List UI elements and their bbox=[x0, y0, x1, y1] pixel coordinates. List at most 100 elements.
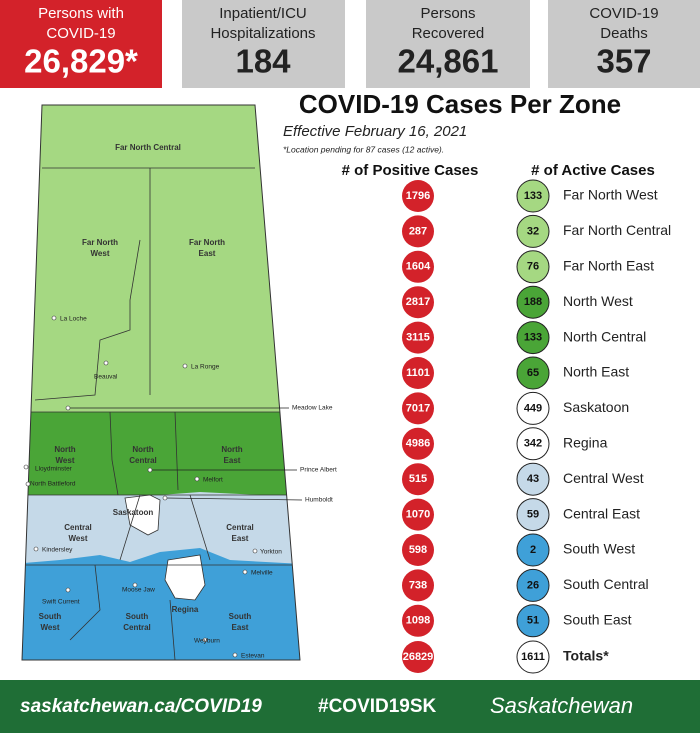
positive-count: 515 bbox=[409, 473, 427, 485]
footer-band bbox=[0, 680, 700, 733]
column-header: # of Active Cases bbox=[531, 162, 655, 179]
zone-label: South bbox=[229, 612, 252, 621]
active-count: 26 bbox=[527, 579, 539, 591]
zone-name: South West bbox=[563, 541, 635, 557]
positive-circle bbox=[402, 250, 434, 283]
zone-label: Regina bbox=[172, 605, 199, 614]
stat-value: 184 bbox=[235, 43, 291, 80]
zone-name: North West bbox=[563, 293, 633, 309]
active-count: 59 bbox=[527, 509, 539, 521]
zone-label: North bbox=[54, 445, 75, 454]
town-label: North Battleford bbox=[30, 481, 76, 488]
positive-circle bbox=[402, 427, 434, 460]
active-circle bbox=[516, 321, 550, 355]
footer-logo: Saskatchewan bbox=[490, 693, 633, 718]
zone-label: Central bbox=[129, 456, 157, 465]
town-dot bbox=[33, 546, 39, 552]
positive-count: 1101 bbox=[406, 367, 430, 379]
positive-count: 287 bbox=[409, 225, 427, 237]
active-count: 133 bbox=[524, 190, 542, 202]
positive-circle bbox=[402, 286, 434, 319]
town-label: Estevan bbox=[241, 653, 265, 660]
town-label: Humboldt bbox=[305, 497, 333, 504]
zone-label: West bbox=[69, 534, 88, 543]
active-circle bbox=[516, 179, 550, 213]
zone-label: Far North bbox=[82, 238, 118, 247]
zone-name: Far North Central bbox=[563, 222, 671, 238]
zone-label: Saskatoon bbox=[113, 508, 154, 517]
subtitle: Effective February 16, 2021 bbox=[283, 123, 467, 140]
town-dot bbox=[103, 360, 109, 366]
active-count: 1611 bbox=[521, 651, 545, 663]
town-label: La Ronge bbox=[191, 364, 220, 371]
zone-label: Central bbox=[123, 623, 151, 632]
town-label: Melville bbox=[251, 570, 273, 577]
zone-label: East bbox=[232, 623, 249, 632]
town-label: Meadow Lake bbox=[292, 405, 333, 412]
active-circle bbox=[516, 462, 550, 496]
zone-label: Far North Central bbox=[115, 143, 181, 152]
province-outline bbox=[21, 104, 301, 661]
town-dot bbox=[51, 315, 57, 321]
active-circle bbox=[516, 250, 550, 284]
active-circle bbox=[516, 285, 550, 319]
stat-box bbox=[0, 0, 162, 88]
leader-line bbox=[164, 497, 303, 501]
town-label: Lloydminster bbox=[35, 466, 73, 473]
stat-value: 24,861 bbox=[398, 43, 499, 80]
positive-circle bbox=[402, 604, 434, 637]
active-circle bbox=[516, 214, 550, 248]
town-label: La Loche bbox=[60, 316, 87, 323]
town-label: Weyburn bbox=[194, 638, 220, 645]
town-dot bbox=[25, 481, 31, 487]
zone-name: Far North East bbox=[563, 258, 654, 274]
active-circle bbox=[516, 427, 550, 461]
zone-name: North East bbox=[563, 364, 629, 380]
positive-circle bbox=[402, 498, 434, 531]
positive-circle bbox=[402, 534, 434, 566]
town-dot bbox=[65, 587, 71, 593]
positive-count: 738 bbox=[409, 579, 427, 591]
zone-name: Central West bbox=[563, 470, 644, 486]
town-dot bbox=[162, 495, 168, 501]
positive-count: 1796 bbox=[406, 190, 430, 202]
zone-label: West bbox=[56, 456, 75, 465]
zone-name: South Central bbox=[563, 576, 649, 592]
town-label: Prince Albert bbox=[300, 467, 337, 474]
zone-label: Far North bbox=[189, 238, 225, 247]
town-dot bbox=[252, 548, 258, 554]
positive-circle bbox=[402, 569, 434, 602]
town-dot bbox=[232, 652, 238, 658]
active-count: 65 bbox=[527, 367, 539, 379]
active-count: 342 bbox=[524, 438, 542, 450]
zone-label: West bbox=[91, 249, 110, 258]
town-label: Beauval bbox=[94, 374, 118, 381]
stat-label: Hospitalizations bbox=[210, 25, 315, 42]
town-dot bbox=[182, 363, 188, 369]
active-circle bbox=[516, 356, 550, 390]
active-count: 76 bbox=[527, 261, 539, 273]
map bbox=[22, 105, 300, 660]
active-count: 2 bbox=[530, 544, 536, 556]
active-count: 449 bbox=[524, 402, 542, 414]
positive-count: 598 bbox=[409, 544, 427, 556]
active-circle bbox=[516, 391, 550, 425]
positive-count: 4986 bbox=[406, 438, 430, 450]
town-label: Yorkton bbox=[260, 549, 282, 556]
positive-count: 1098 bbox=[406, 615, 430, 627]
stat-value: 357 bbox=[596, 43, 651, 80]
title: COVID-19 Cases Per Zone bbox=[299, 89, 621, 119]
zone-label: North bbox=[221, 445, 242, 454]
town-dot bbox=[65, 405, 71, 411]
zone-label: South bbox=[39, 612, 62, 621]
town-dot bbox=[202, 637, 208, 643]
stat-label: Recovered bbox=[412, 25, 485, 42]
active-circle bbox=[516, 604, 550, 638]
zone-name: Totals* bbox=[563, 648, 609, 664]
stat-label: COVID-19 bbox=[46, 25, 115, 42]
stat-label: COVID-19 bbox=[589, 5, 658, 22]
stat-label: Deaths bbox=[600, 25, 648, 42]
active-count: 32 bbox=[527, 225, 539, 237]
positive-count: 2817 bbox=[406, 296, 430, 308]
